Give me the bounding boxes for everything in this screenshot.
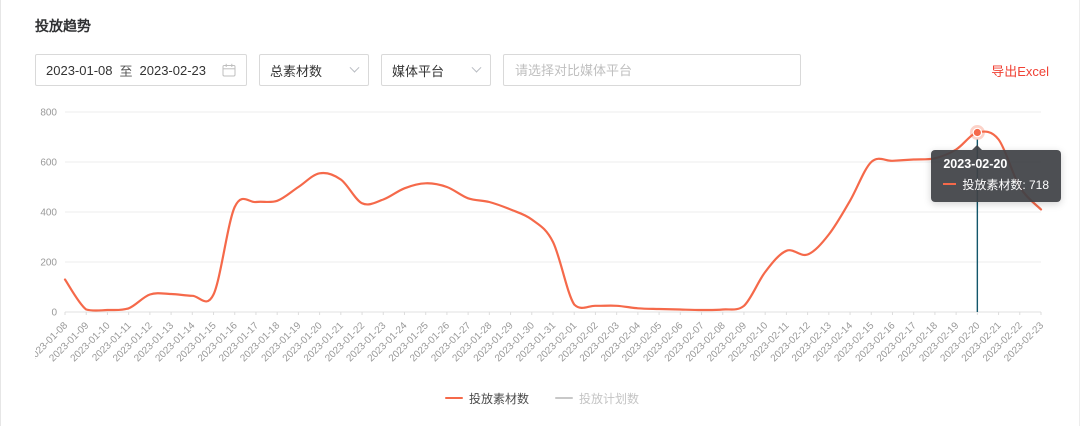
svg-text:400: 400 [40,208,57,219]
chart-legend: 投放素材数 投放计划数 [35,387,1049,409]
chevron-down-icon [349,62,360,73]
legend-item-plans[interactable]: 投放计划数 [555,390,639,407]
metric-select[interactable]: 总素材数 [259,54,369,86]
page-title: 投放趋势 [35,18,91,34]
line-chart-canvas[interactable]: 02004006008002023-01-082023-01-092023-01… [35,100,1049,385]
date-separator: 至 [119,63,133,79]
chevron-down-icon [471,62,482,73]
export-excel-link[interactable]: 导出Excel [991,63,1049,79]
compare-platform-input[interactable] [503,54,801,86]
svg-text:600: 600 [40,158,57,169]
platform-select[interactable]: 媒体平台 [381,54,491,86]
legend-line-icon [444,396,463,400]
toolbar: 2023-01-08 至 2023-02-23 总素材数 媒体平台 [35,54,1049,86]
legend-item-materials[interactable]: 投放素材数 [444,390,529,407]
trend-card: 投放趋势 2023-01-08 至 2023-02-23 总素材数 [1,0,1079,409]
legend-label-materials: 投放素材数 [468,391,529,406]
legend-line-icon [555,396,573,400]
date-end[interactable]: 2023-02-23 [139,62,207,78]
date-start[interactable]: 2023-01-08 [46,62,113,78]
svg-text:800: 800 [40,108,57,119]
svg-text:0: 0 [51,308,57,319]
date-range-picker[interactable]: 2023-01-08 至 2023-02-23 [35,54,247,86]
svg-text:200: 200 [40,258,57,269]
legend-label-plans: 投放计划数 [579,391,640,406]
calendar-icon[interactable] [222,63,236,77]
metric-select-value: 总素材数 [270,63,323,79]
trend-chart[interactable]: 0 200 400 600 800 2023-01-08 2023-01-09 2023-01… [35,100,1062,385]
platform-select-value: 媒体平台 [392,63,445,79]
